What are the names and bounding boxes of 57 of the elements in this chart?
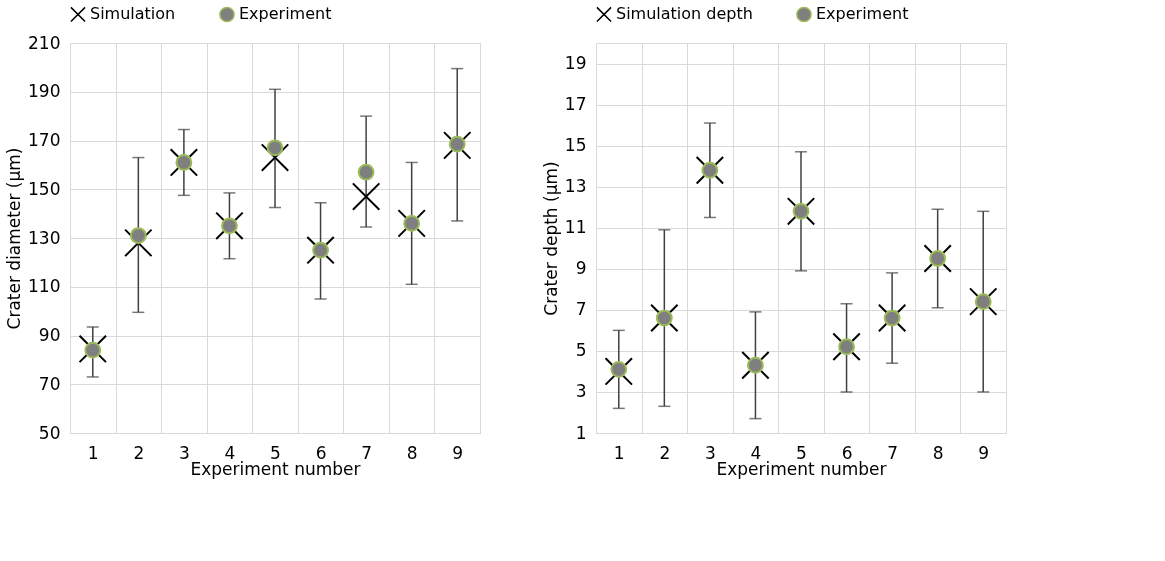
y-tick-label: 150 — [28, 178, 61, 199]
point — [838, 338, 855, 356]
point — [312, 241, 329, 259]
point — [610, 360, 628, 378]
x-tick-label: 1 — [613, 442, 625, 463]
point — [747, 356, 764, 374]
y-tick-label: 50 — [38, 422, 61, 443]
y-tick-label: 70 — [38, 373, 61, 394]
y-tick-label: 190 — [28, 81, 61, 102]
y-tick-label: 11 — [564, 217, 587, 238]
point — [883, 309, 901, 327]
x-tick-label: 8 — [932, 442, 944, 463]
x-tick-label: 3 — [178, 442, 190, 463]
point — [448, 135, 466, 153]
y-tick-label: 90 — [38, 325, 61, 345]
point — [351, 182, 381, 211]
point — [175, 154, 193, 171]
y-tick-label: 110 — [28, 276, 61, 297]
y-tick-label: 15 — [564, 135, 587, 156]
legend-label: Experiment — [239, 4, 332, 24]
point — [929, 250, 947, 267]
x-tick-label: 2 — [659, 442, 671, 463]
y-tick-label: 1 — [575, 422, 587, 443]
point — [260, 143, 290, 172]
point — [266, 139, 284, 157]
legend-label: Experiment — [816, 4, 909, 24]
y-tick-label: 170 — [28, 130, 61, 150]
x-tick-label: 8 — [406, 442, 418, 463]
y-tick-label: 210 — [28, 32, 61, 53]
y-tick-label: 7 — [575, 299, 587, 320]
point — [792, 202, 810, 220]
y-tick-label: 5 — [575, 340, 587, 361]
point — [974, 293, 992, 311]
x-tick-label: 3 — [704, 442, 716, 463]
point — [129, 227, 147, 244]
y-tick-label: 9 — [575, 258, 587, 279]
y-axis-title: Crater depth (µm) — [540, 161, 561, 316]
x-tick-label: 7 — [887, 442, 899, 463]
legend-label: Simulation depth — [616, 4, 753, 24]
point — [655, 309, 673, 327]
point — [221, 217, 238, 235]
y-tick-label: 130 — [28, 227, 61, 248]
y-tick-label: 17 — [564, 94, 587, 115]
point — [403, 214, 421, 232]
point — [701, 161, 719, 179]
x-tick-label: 2 — [133, 442, 145, 463]
x-tick-label: 1 — [87, 442, 99, 463]
y-tick-label: 13 — [564, 176, 587, 197]
y-tick-label: 3 — [575, 381, 587, 402]
y-axis-title: Crater diameter (µm) — [4, 147, 25, 330]
y-tick-label: 19 — [564, 53, 587, 74]
point — [357, 163, 375, 181]
x-tick-label: 9 — [452, 442, 464, 463]
legend-label: Simulation — [90, 4, 176, 24]
point — [84, 341, 102, 359]
x-tick-label: 9 — [978, 442, 990, 463]
x-tick-label: 7 — [361, 442, 373, 463]
